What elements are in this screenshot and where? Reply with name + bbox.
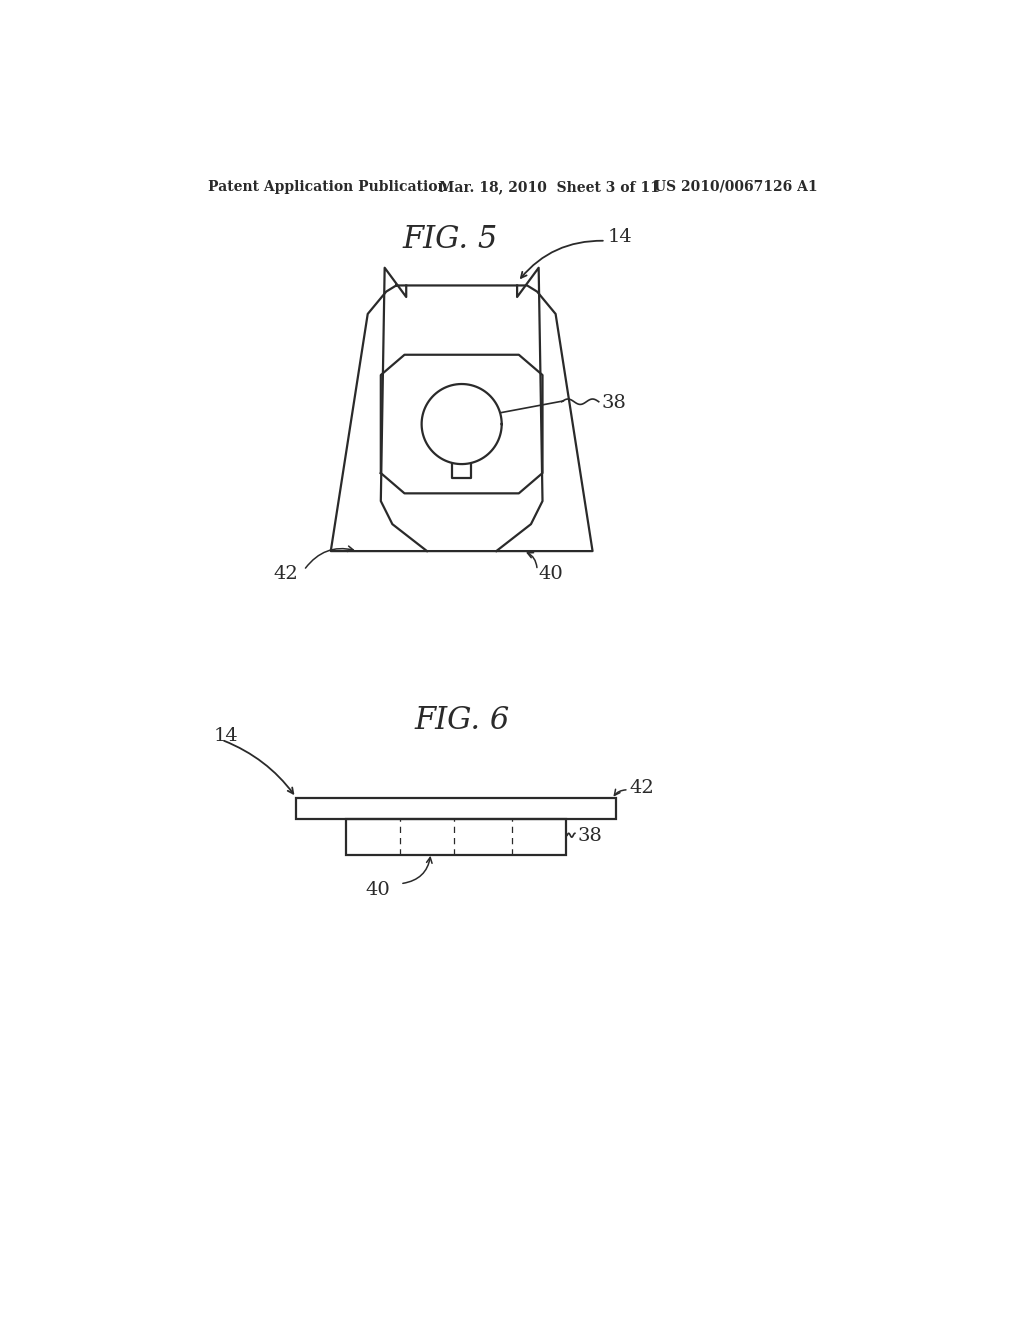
Text: 38: 38 <box>578 828 602 845</box>
Text: US 2010/0067126 A1: US 2010/0067126 A1 <box>654 180 818 194</box>
Text: 38: 38 <box>602 395 627 412</box>
Text: 42: 42 <box>630 779 654 797</box>
Text: 14: 14 <box>608 228 633 246</box>
Text: Patent Application Publication: Patent Application Publication <box>208 180 447 194</box>
Text: Mar. 18, 2010  Sheet 3 of 11: Mar. 18, 2010 Sheet 3 of 11 <box>438 180 659 194</box>
Bar <box>296 797 615 818</box>
Text: 14: 14 <box>214 727 239 744</box>
Text: FIG. 5: FIG. 5 <box>402 224 498 255</box>
Text: FIG. 6: FIG. 6 <box>414 705 509 737</box>
Text: 40: 40 <box>539 565 563 583</box>
Text: 40: 40 <box>366 880 390 899</box>
Bar <box>346 818 565 855</box>
Text: 42: 42 <box>273 565 298 583</box>
